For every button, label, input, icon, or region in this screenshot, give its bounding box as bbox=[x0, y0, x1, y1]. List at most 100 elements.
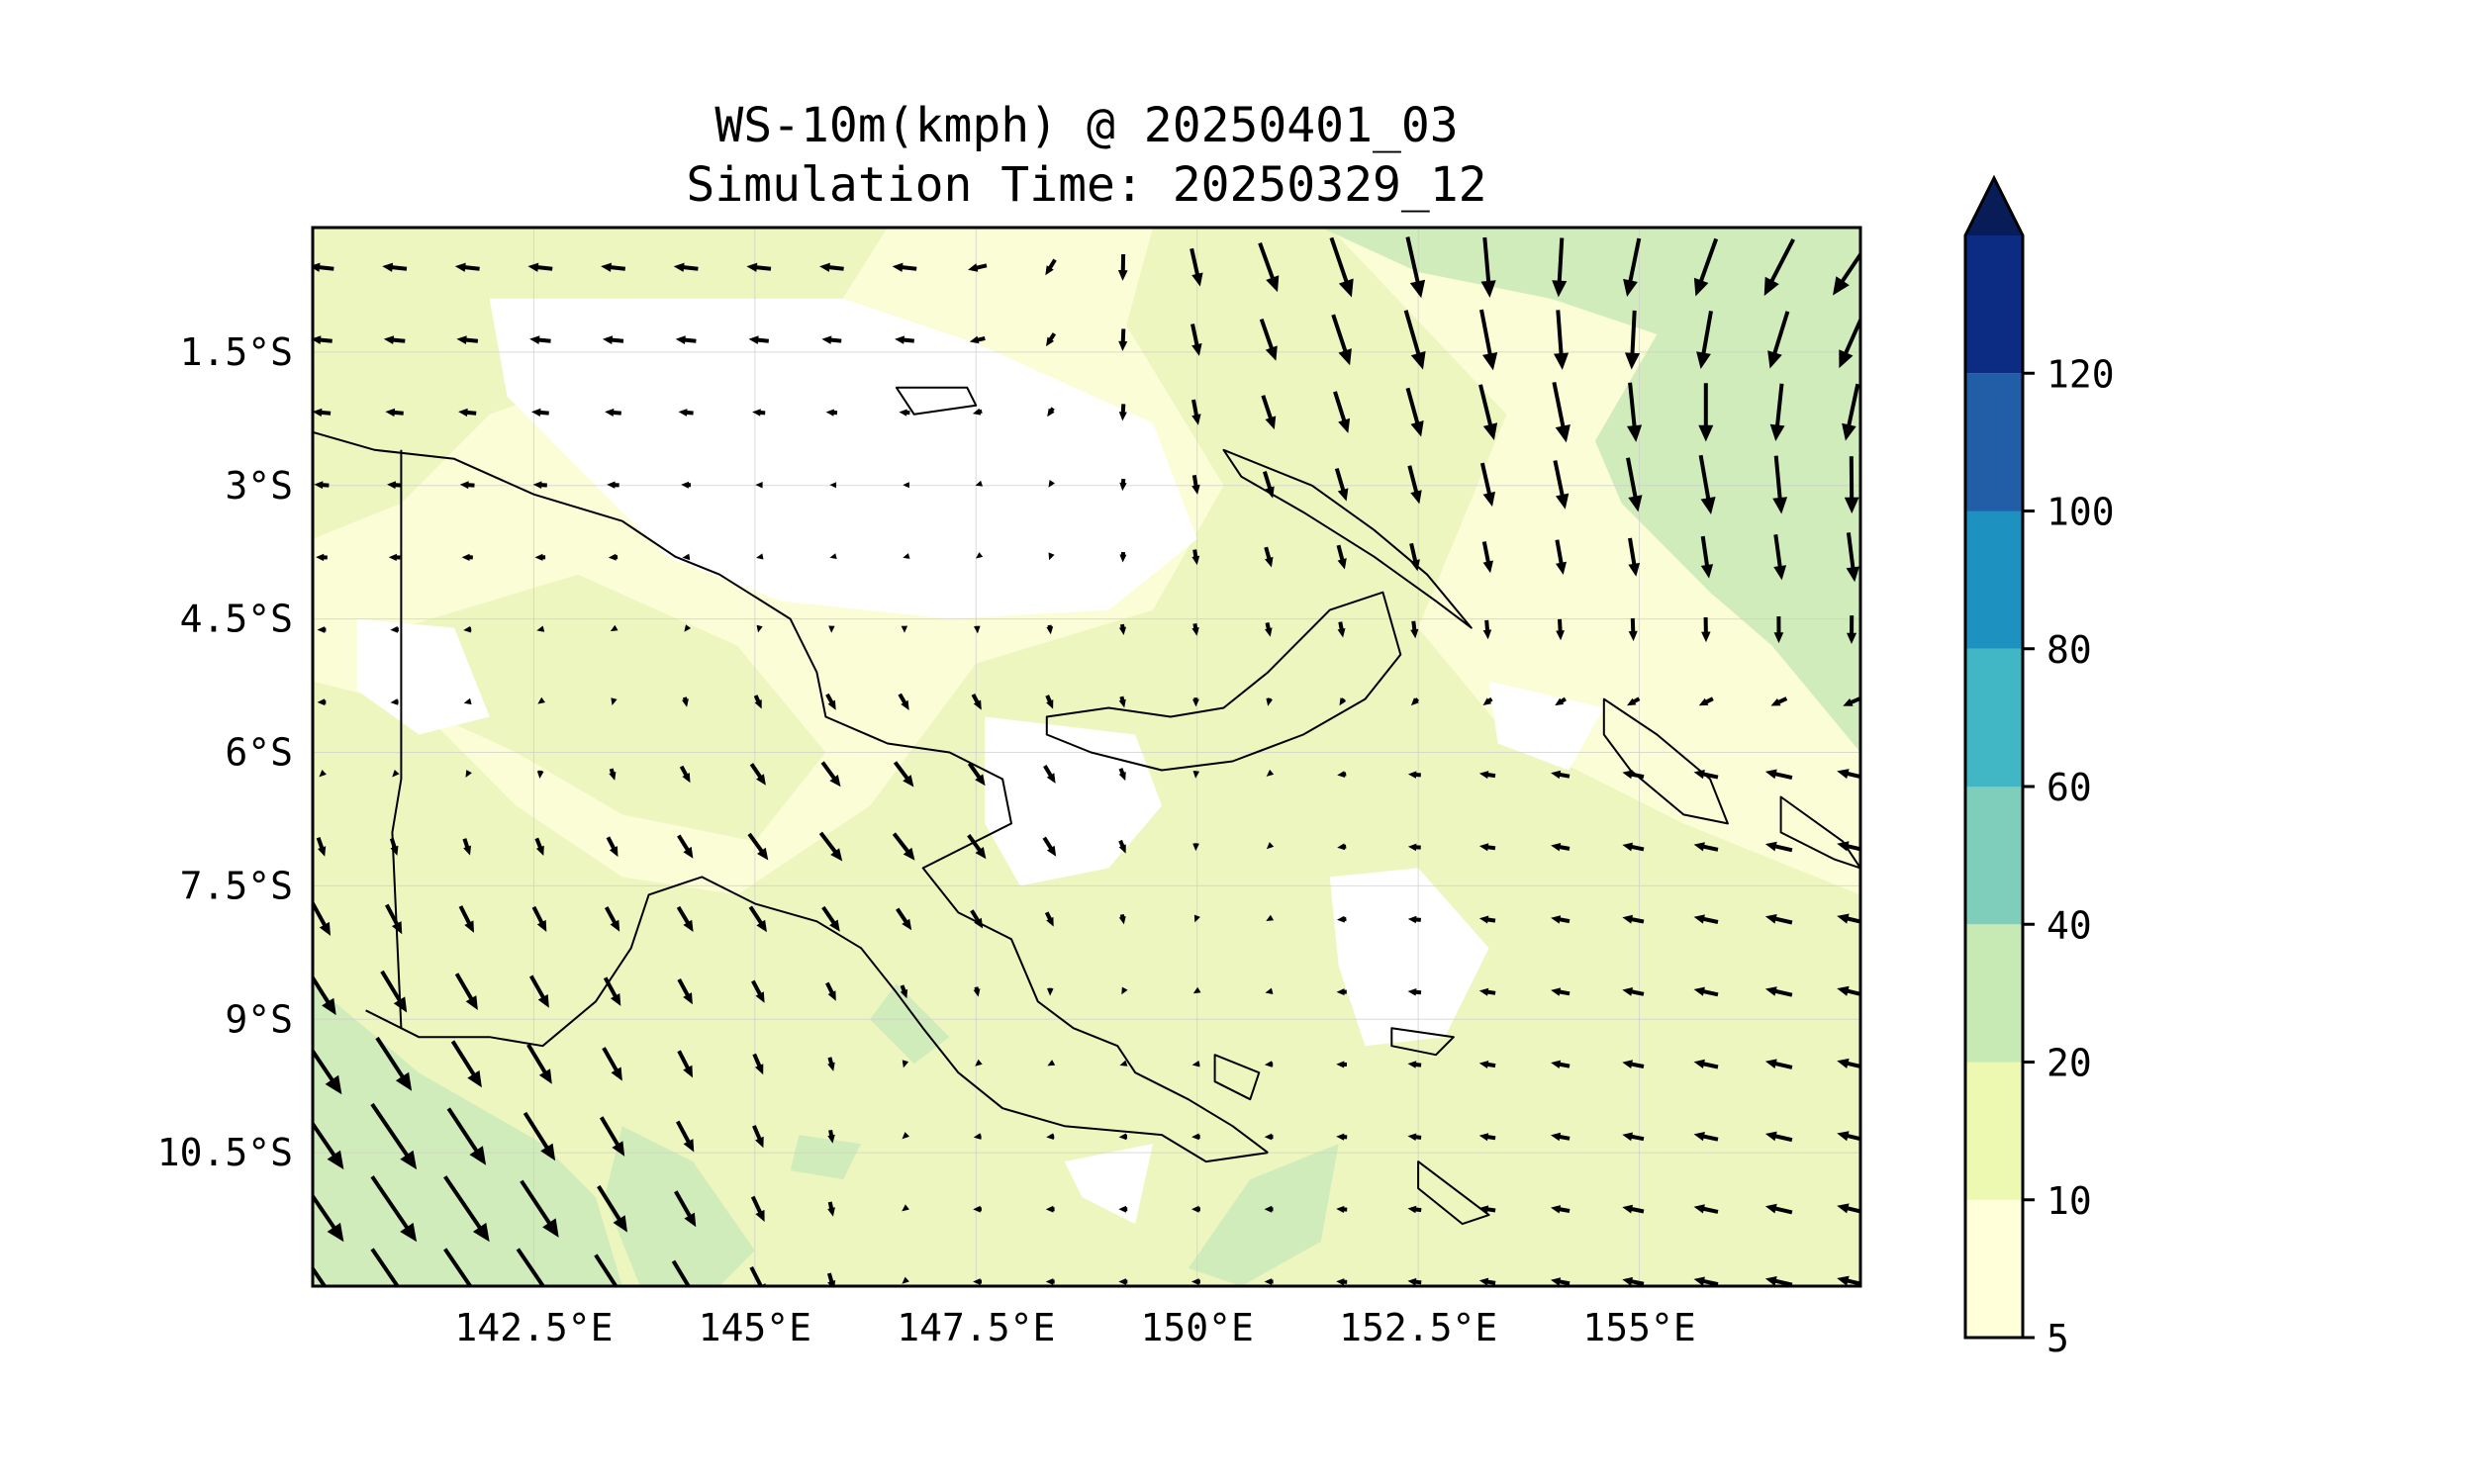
wind-vector bbox=[1336, 1061, 1348, 1068]
wind-vector bbox=[752, 1125, 764, 1149]
wind-vector bbox=[1407, 915, 1421, 924]
wind-vector bbox=[752, 1053, 764, 1075]
colorbar-segment bbox=[1965, 1062, 2023, 1200]
wind-vector bbox=[1482, 696, 1493, 705]
wind-vector bbox=[1258, 242, 1280, 293]
wind-vector bbox=[1191, 1205, 1200, 1213]
wind-vector bbox=[903, 553, 910, 559]
map-panel bbox=[311, 226, 1862, 1288]
wind-vector bbox=[971, 693, 982, 710]
coastline-new-guinea-north bbox=[313, 430, 1269, 1154]
wind-vector bbox=[1118, 1278, 1128, 1285]
wind-vector bbox=[676, 905, 694, 932]
wind-vector bbox=[1478, 987, 1496, 996]
wind-speed-zone-20-40 bbox=[790, 1135, 862, 1180]
wind-vector bbox=[1117, 253, 1128, 281]
longitude-tick-label: 150°E bbox=[1141, 1306, 1254, 1349]
latitude-tick-label: 7.5°S bbox=[180, 864, 293, 907]
wind-speed-zone-20-40 bbox=[1320, 228, 1860, 753]
latitude-tick-label: 4.5°S bbox=[180, 598, 293, 641]
wind-vector bbox=[827, 1129, 835, 1144]
wind-vector bbox=[1764, 1131, 1793, 1143]
wind-vector bbox=[1773, 534, 1787, 581]
wind-vector bbox=[827, 1057, 835, 1071]
wind-vector bbox=[825, 409, 838, 417]
wind-vector bbox=[1265, 987, 1274, 994]
coastline-dentrecasteaux bbox=[1213, 1054, 1261, 1101]
wind-vector bbox=[681, 481, 692, 489]
wind-vector bbox=[756, 553, 764, 560]
wind-vector bbox=[968, 263, 988, 272]
wind-vector bbox=[1764, 986, 1793, 997]
wind-vector bbox=[1336, 1205, 1348, 1213]
wind-vector bbox=[1045, 1278, 1055, 1285]
wind-vector bbox=[388, 553, 401, 561]
wind-vector bbox=[1693, 1132, 1719, 1142]
border-line bbox=[391, 449, 403, 1029]
wind-vector bbox=[462, 838, 471, 856]
wind-vector bbox=[609, 768, 617, 781]
longitude-tick-label: 152.5°E bbox=[1339, 1306, 1497, 1349]
wind-vector bbox=[1700, 535, 1714, 579]
wind-vector bbox=[1696, 311, 1713, 369]
wind-vector bbox=[1403, 310, 1426, 370]
wind-vector bbox=[536, 770, 544, 779]
wind-vector bbox=[1478, 1205, 1496, 1214]
colorbar-tick-label: 100 bbox=[2046, 491, 2115, 534]
wind-vector bbox=[1264, 1133, 1274, 1141]
wind-vector bbox=[1623, 237, 1642, 297]
latitude-tick-label: 10.5°S bbox=[157, 1131, 293, 1174]
coastline-new-britain bbox=[1045, 591, 1402, 772]
colorbar-extend-arrow bbox=[1965, 178, 2023, 235]
wind-vector bbox=[313, 1192, 344, 1243]
wind-vector bbox=[1047, 407, 1055, 417]
wind-vector bbox=[516, 1248, 546, 1286]
wind-vector bbox=[1478, 915, 1496, 924]
wind-vector bbox=[1336, 544, 1347, 570]
wind-vector bbox=[1622, 1132, 1645, 1142]
wind-vector bbox=[1553, 460, 1570, 510]
wind-vector bbox=[748, 335, 769, 344]
wind-vector bbox=[313, 1047, 342, 1095]
wind-vector bbox=[1046, 624, 1054, 635]
wind-vector bbox=[901, 625, 908, 633]
wind-vector bbox=[526, 1043, 552, 1084]
wind-vector bbox=[531, 408, 549, 417]
wind-vector bbox=[313, 902, 331, 936]
wind-vector bbox=[1336, 1278, 1348, 1286]
wind-vector bbox=[1551, 987, 1570, 996]
wind-vector bbox=[1698, 454, 1716, 514]
wind-vector bbox=[973, 1133, 982, 1140]
wind-vector bbox=[747, 832, 769, 861]
wind-vector bbox=[1622, 1276, 1645, 1286]
wind-vector bbox=[969, 335, 986, 344]
colorbar-segment bbox=[1965, 924, 2023, 1063]
wind-vector bbox=[679, 765, 691, 784]
wind-vector bbox=[902, 1276, 909, 1284]
wind-vector bbox=[602, 335, 624, 344]
wind-vector bbox=[389, 837, 399, 856]
wind-vector bbox=[827, 1201, 835, 1217]
wind-vector bbox=[1846, 532, 1859, 583]
wind-vector bbox=[456, 335, 479, 344]
wind-vector bbox=[1259, 318, 1278, 361]
wind-vector bbox=[317, 626, 327, 633]
wind-vector bbox=[606, 836, 618, 858]
wind-vector bbox=[751, 979, 765, 1003]
colorbar-segment bbox=[1965, 1199, 2023, 1339]
wind-vector bbox=[1479, 309, 1498, 371]
wind-vector bbox=[673, 262, 699, 272]
wind-vector bbox=[974, 625, 981, 634]
wind-vector bbox=[528, 974, 549, 1008]
wind-vector bbox=[1552, 237, 1568, 298]
wind-vector bbox=[972, 408, 983, 416]
wind-vector bbox=[1407, 843, 1421, 852]
wind-vector bbox=[1622, 1204, 1645, 1214]
wind-speed-field bbox=[313, 228, 1860, 1286]
wind-speed-zone-20-40 bbox=[870, 983, 950, 1065]
wind-vector bbox=[316, 837, 327, 857]
wind-vector bbox=[684, 624, 692, 632]
wind-vector bbox=[527, 262, 553, 272]
wind-vector bbox=[820, 761, 841, 788]
